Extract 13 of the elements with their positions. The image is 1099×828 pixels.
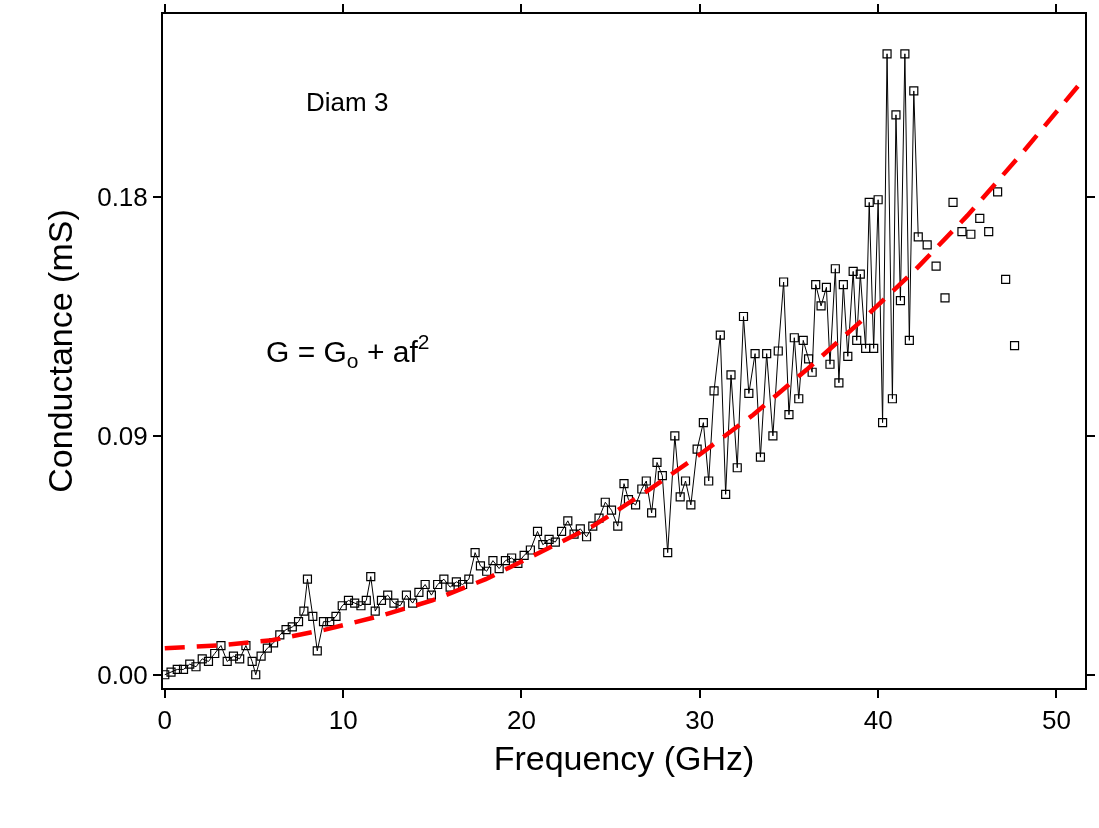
x-tick-label: 20 [507, 705, 536, 736]
x-tick-label: 40 [863, 705, 893, 736]
annotation: G = G$_{o}$ + af$^{2}$ [266, 330, 430, 372]
y-tick-label: 0.18 [97, 182, 148, 213]
y-tick-label: 0.09 [97, 421, 148, 452]
x-axis-title: Frequency (GHz) [493, 739, 755, 777]
x-tick-label: 50 [1042, 705, 1071, 736]
annotation: Diam 3 [306, 87, 389, 117]
x-tick-label: 10 [328, 705, 358, 736]
y-axis-title: Conductance (mS) [41, 209, 80, 493]
x-tick-label: 30 [685, 705, 715, 736]
y-tick-label: 0.00 [97, 659, 148, 690]
x-tick-label: 0 [157, 705, 173, 736]
